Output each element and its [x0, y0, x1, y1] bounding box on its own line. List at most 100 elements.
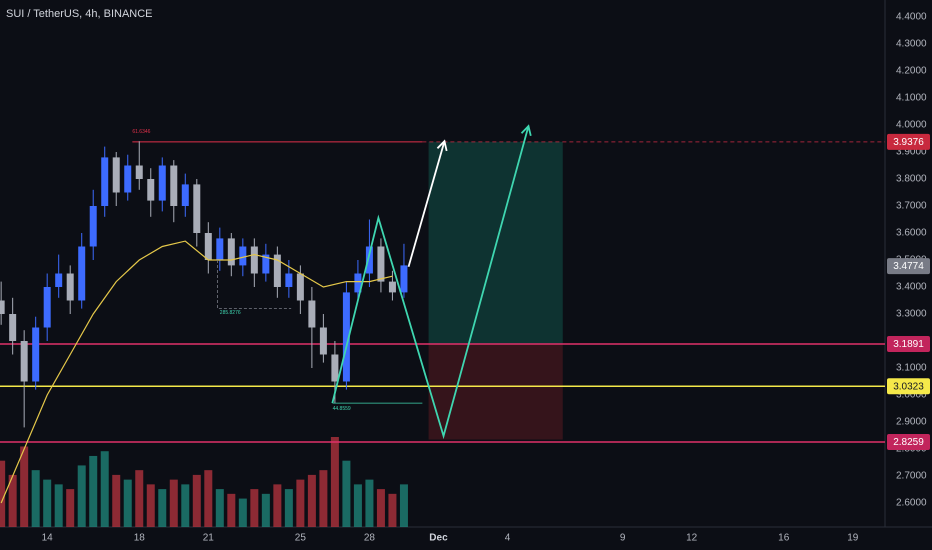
volume-bar — [20, 446, 29, 527]
volume-bar — [66, 489, 75, 527]
candle-body — [66, 273, 74, 301]
candle-body — [342, 292, 350, 382]
candle-body — [262, 254, 270, 274]
candle-body — [250, 246, 258, 274]
candle-body — [193, 184, 201, 233]
y-tick-label: 3.3000 — [896, 309, 927, 320]
volume-bar — [181, 484, 190, 527]
volume-bar — [8, 474, 17, 527]
candle-body — [308, 300, 316, 328]
candle-body — [227, 238, 235, 266]
candle-body — [78, 246, 86, 301]
x-tick-label: 14 — [42, 533, 54, 544]
chart-title: SUI / TetherUS, 4h, BINANCE — [6, 8, 153, 20]
candle-body — [216, 238, 224, 260]
volume-bar — [123, 479, 132, 527]
volume-bar — [365, 479, 374, 527]
moving-average — [0, 240, 393, 504]
volume-bar — [112, 474, 121, 527]
volume-bar — [250, 489, 259, 527]
candle-body — [331, 354, 339, 382]
y-tick-label: 4.0000 — [896, 120, 927, 131]
x-tick-label: 9 — [620, 533, 626, 544]
volume-bar — [376, 489, 385, 527]
candle-body — [388, 281, 396, 293]
candle-body — [147, 179, 155, 201]
candle-body — [377, 246, 385, 282]
volume-bar — [353, 484, 362, 527]
candle-body — [181, 184, 189, 206]
candle-body — [101, 157, 109, 206]
x-tick-label: 12 — [686, 533, 698, 544]
y-tick-label: 3.0000 — [896, 390, 927, 401]
candle-body — [135, 165, 143, 179]
candle-body — [296, 273, 304, 301]
position-loss — [428, 343, 563, 440]
x-tick-label: 28 — [364, 533, 376, 544]
y-tick-label: 3.7000 — [896, 201, 927, 212]
volume-bar — [296, 479, 305, 527]
volume-bar — [238, 498, 247, 527]
volume-bar — [89, 455, 98, 527]
price-tag-label: 3.4774 — [893, 261, 924, 272]
x-tick-label: 19 — [847, 533, 859, 544]
annotation: 285.8276 — [220, 310, 241, 316]
volume-bar — [204, 470, 213, 527]
candle-body — [158, 165, 166, 201]
volume-bar — [319, 470, 328, 527]
volume-bar — [227, 493, 236, 527]
x-tick-label: Dec — [429, 533, 448, 544]
price-tag — [887, 133, 930, 150]
price-tag-label: 3.1891 — [893, 339, 924, 350]
y-tick-label: 4.4000 — [896, 12, 927, 23]
volume-bar — [307, 474, 316, 527]
volume-bar — [158, 489, 167, 527]
candle-body — [400, 265, 408, 293]
volume-bar — [273, 484, 282, 527]
candle-body — [204, 233, 212, 260]
candle-body — [112, 157, 120, 193]
price-tag-label: 2.8259 — [893, 437, 924, 448]
candle-body — [32, 327, 40, 382]
volume-bar — [43, 479, 52, 527]
arrow-projection — [407, 140, 446, 267]
volume-bar — [135, 470, 144, 527]
annotation: 61.6346 — [132, 129, 150, 135]
volume-bar — [100, 451, 109, 527]
volume-bar — [146, 484, 155, 527]
price-tag-label: 3.9376 — [893, 137, 924, 148]
candle-body — [124, 165, 132, 193]
volume-bar — [0, 460, 6, 527]
price-tag — [887, 335, 930, 352]
candle-body — [239, 246, 247, 266]
candle-body — [170, 165, 178, 206]
volume-bar — [54, 484, 63, 527]
y-tick-label: 3.6000 — [896, 228, 927, 239]
candle-body — [354, 273, 362, 293]
candle-body — [55, 273, 63, 287]
y-tick-label: 3.4000 — [896, 282, 927, 293]
x-tick-label: 18 — [134, 533, 146, 544]
x-tick-label: 25 — [295, 533, 307, 544]
y-tick-label: 3.8000 — [896, 174, 927, 185]
volume-bar — [192, 474, 201, 527]
y-tick-label: 2.7000 — [896, 471, 927, 482]
price-tag — [887, 378, 930, 395]
price-tag-label: 3.0323 — [893, 381, 924, 392]
candle-body — [20, 341, 28, 382]
y-tick-label: 4.3000 — [896, 39, 927, 50]
volume-bar — [31, 470, 40, 527]
candle-body — [365, 246, 373, 274]
x-tick-label: 4 — [505, 533, 511, 544]
volume-bar — [261, 493, 270, 527]
arrow-head — [520, 124, 532, 137]
volume-bar — [388, 493, 397, 527]
volume-bar — [215, 489, 224, 527]
x-tick-label: 16 — [778, 533, 790, 544]
x-tick-label: 21 — [203, 533, 215, 544]
y-tick-label: 2.6000 — [896, 498, 927, 509]
candle-body — [43, 287, 51, 328]
candle-body — [319, 327, 327, 355]
candle-body — [285, 273, 293, 287]
